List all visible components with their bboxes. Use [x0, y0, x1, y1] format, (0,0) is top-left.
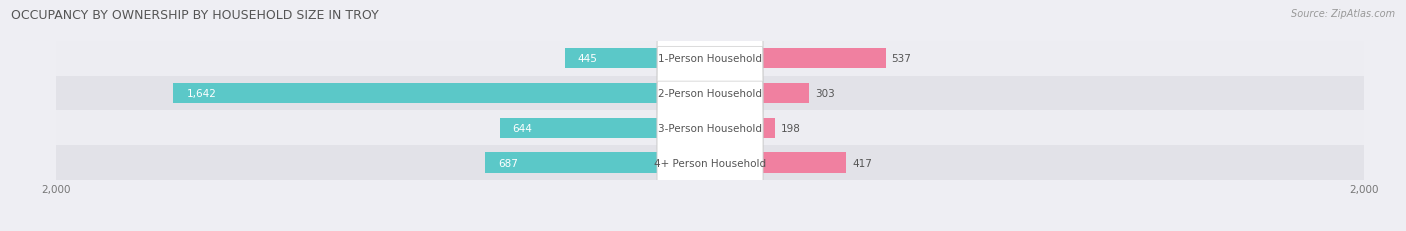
Text: 417: 417 — [852, 158, 872, 168]
Text: 445: 445 — [578, 54, 598, 64]
Text: 644: 644 — [513, 123, 533, 133]
Bar — [485, 153, 710, 173]
Text: 303: 303 — [815, 88, 835, 99]
Text: 2-Person Household: 2-Person Household — [658, 88, 762, 99]
FancyBboxPatch shape — [657, 12, 763, 175]
Bar — [173, 84, 710, 104]
FancyBboxPatch shape — [657, 47, 763, 209]
Bar — [499, 118, 710, 138]
Bar — [56, 42, 1364, 76]
Text: OCCUPANCY BY OWNERSHIP BY HOUSEHOLD SIZE IN TROY: OCCUPANCY BY OWNERSHIP BY HOUSEHOLD SIZE… — [11, 9, 380, 22]
Text: 4+ Person Household: 4+ Person Household — [654, 158, 766, 168]
FancyBboxPatch shape — [657, 82, 763, 231]
Text: 687: 687 — [499, 158, 519, 168]
Text: 1,642: 1,642 — [187, 88, 217, 99]
Bar — [710, 84, 808, 104]
Text: 1-Person Household: 1-Person Household — [658, 54, 762, 64]
Bar — [710, 49, 886, 69]
Text: 198: 198 — [780, 123, 800, 133]
Text: 3-Person Household: 3-Person Household — [658, 123, 762, 133]
FancyBboxPatch shape — [657, 0, 763, 140]
Text: Source: ZipAtlas.com: Source: ZipAtlas.com — [1291, 9, 1395, 19]
Bar — [710, 153, 846, 173]
Bar — [56, 76, 1364, 111]
Bar — [710, 118, 775, 138]
Bar — [56, 146, 1364, 180]
Bar — [565, 49, 710, 69]
Text: 537: 537 — [891, 54, 911, 64]
Bar — [56, 111, 1364, 146]
